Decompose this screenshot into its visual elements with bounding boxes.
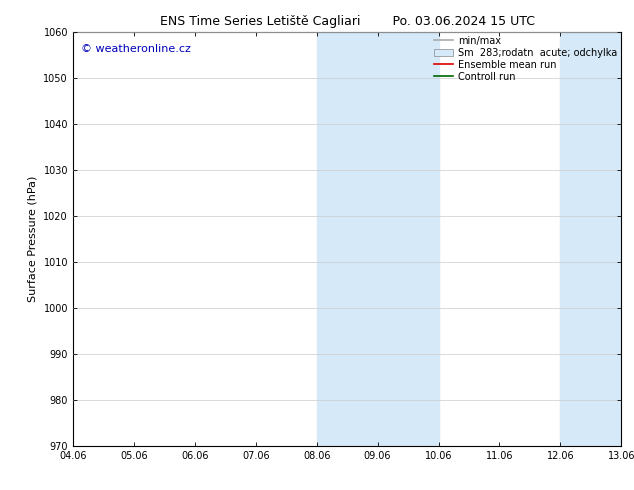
Title: ENS Time Series Letiště Cagliari        Po. 03.06.2024 15 UTC: ENS Time Series Letiště Cagliari Po. 03.… [160, 15, 534, 28]
Bar [560, 32, 621, 446]
Legend: min/max, Sm  283;rodatn  acute; odchylka, Ensemble mean run, Controll run: min/max, Sm 283;rodatn acute; odchylka, … [432, 34, 619, 83]
Bar [316, 32, 439, 446]
Text: © weatheronline.cz: © weatheronline.cz [81, 44, 191, 54]
Y-axis label: Surface Pressure (hPa): Surface Pressure (hPa) [28, 176, 38, 302]
